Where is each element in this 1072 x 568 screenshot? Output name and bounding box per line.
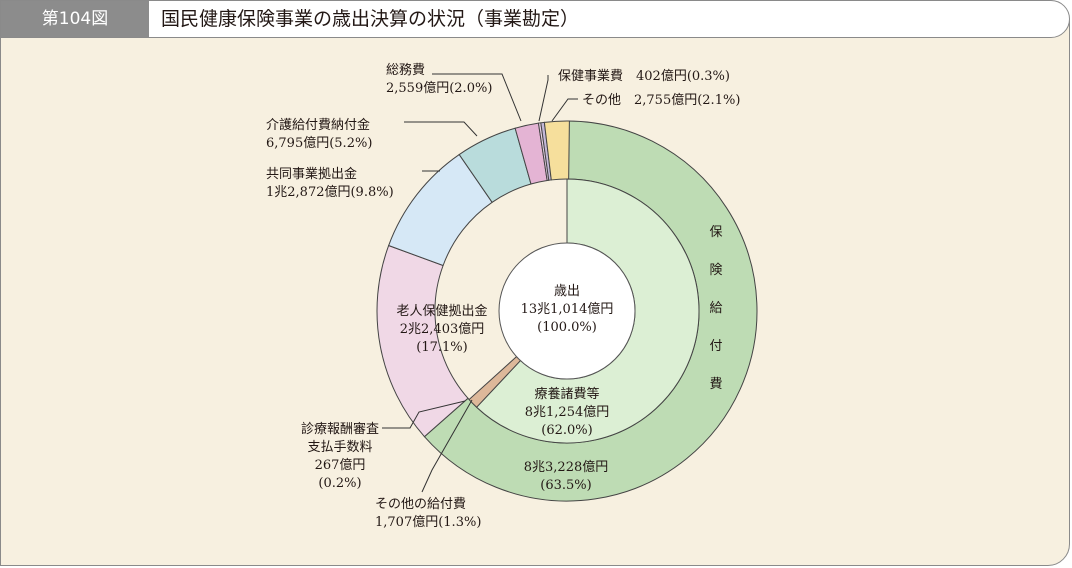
center-label: 歳出 13兆1,014億円 (100.0%) [521, 284, 614, 335]
label-sonota-line-0: その他 2,755億円(2.1%) [582, 92, 740, 108]
label-kyodo-line-0: 共同事業拠出金 [266, 166, 357, 182]
label-sonota: その他 2,755億円(2.1%) [582, 92, 740, 108]
label-ryoyo-line-1: 8兆1,254億円 [525, 404, 610, 420]
leader-lines [382, 73, 578, 493]
labels: 歳出 13兆1,014億円 (100.0%) 保険給付費 8兆3,228億円 (63.5%… [266, 63, 740, 530]
label-hokenkyufu-line-1: 険 [709, 263, 722, 278]
label-outer-total-line-0: 8兆3,228億円 [524, 459, 609, 475]
leader-kaigo [404, 121, 478, 137]
label-sonotakyufu: その他の給付費 1,707億円(1.3%) [375, 497, 481, 530]
leader-sonota [551, 98, 578, 122]
label-hokenkyufu: 保険給付費 [709, 225, 722, 392]
figure-header: 第104図 国民健康保険事業の歳出決算の状況（事業勘定） [0, 0, 1070, 38]
label-shinryo-line-3: (0.2%) [318, 476, 361, 491]
label-shinryo-line-2: 267億円 [315, 457, 366, 473]
label-hokenkyufu-line-3: 付 [709, 339, 722, 354]
outer-ring [376, 120, 758, 502]
center-label-line-2: (100.0%) [537, 320, 597, 335]
label-sonotakyufu-line-1: 1,707億円(1.3%) [375, 514, 481, 530]
label-rojin-line-2: (17.1%) [416, 340, 467, 355]
label-somu: 総務費 2,559億円(2.0%) [386, 63, 492, 96]
leader-shinryo [382, 400, 466, 429]
center-label-line-1: 13兆1,014億円 [521, 301, 614, 317]
label-outer-total-line-1: (63.5%) [540, 478, 591, 493]
label-rojin-line-1: 2兆2,403億円 [400, 321, 485, 337]
leader-hoken [538, 75, 549, 122]
label-ryoyo-line-0: 療養諸費等 [534, 386, 599, 402]
label-kyodo-line-1: 1兆2,872億円(9.8%) [266, 184, 394, 200]
label-sonotakyufu-line-0: その他の給付費 [375, 497, 466, 512]
label-ryoyo: 療養諸費等 8兆1,254億円 (62.0%) [525, 386, 610, 438]
label-rojin: 老人保健拠出金 2兆2,403億円 (17.1%) [396, 303, 487, 355]
label-kaigo-line-1: 6,795億円(5.2%) [266, 135, 372, 151]
label-shinryo-line-1: 支払手数料 [307, 440, 372, 455]
center-label-line-0: 歳出 [554, 284, 580, 299]
label-kaigo-line-0: 介護給付費納付金 [266, 117, 370, 133]
label-hokenkyufu-line-4: 費 [709, 377, 722, 392]
figure-number: 第104図 [1, 1, 149, 37]
label-rojin-line-0: 老人保健拠出金 [396, 303, 487, 319]
label-ryoyo-line-2: (62.0%) [541, 423, 592, 438]
label-hoken-line-0: 保健事業費 402億円(0.3%) [558, 68, 730, 84]
leader-somu [432, 73, 522, 122]
center-hole [498, 242, 636, 380]
label-shinryo-line-0: 診療報酬審査 [301, 421, 379, 437]
label-shinryo: 診療報酬審査支払手数料 267億円 (0.2%) [301, 421, 379, 491]
label-somu-line-0: 総務費 [386, 63, 425, 78]
label-kyodo: 共同事業拠出金 1兆2,872億円(9.8%) [266, 166, 394, 200]
label-kaigo: 介護給付費納付金 6,795億円(5.2%) [266, 117, 372, 151]
figure-title: 国民健康保険事業の歳出決算の状況（事業勘定） [161, 8, 580, 30]
label-hoken: 保健事業費 402億円(0.3%) [558, 68, 730, 84]
label-hokenkyufu-line-0: 保 [709, 225, 722, 240]
label-hokenkyufu-line-2: 給 [709, 301, 722, 316]
leader-sonotakyufu [421, 399, 473, 493]
label-somu-line-1: 2,559億円(2.0%) [386, 80, 492, 96]
inner-ring [468, 178, 700, 444]
label-outer-total: 8兆3,228億円 (63.5%) [524, 459, 609, 493]
